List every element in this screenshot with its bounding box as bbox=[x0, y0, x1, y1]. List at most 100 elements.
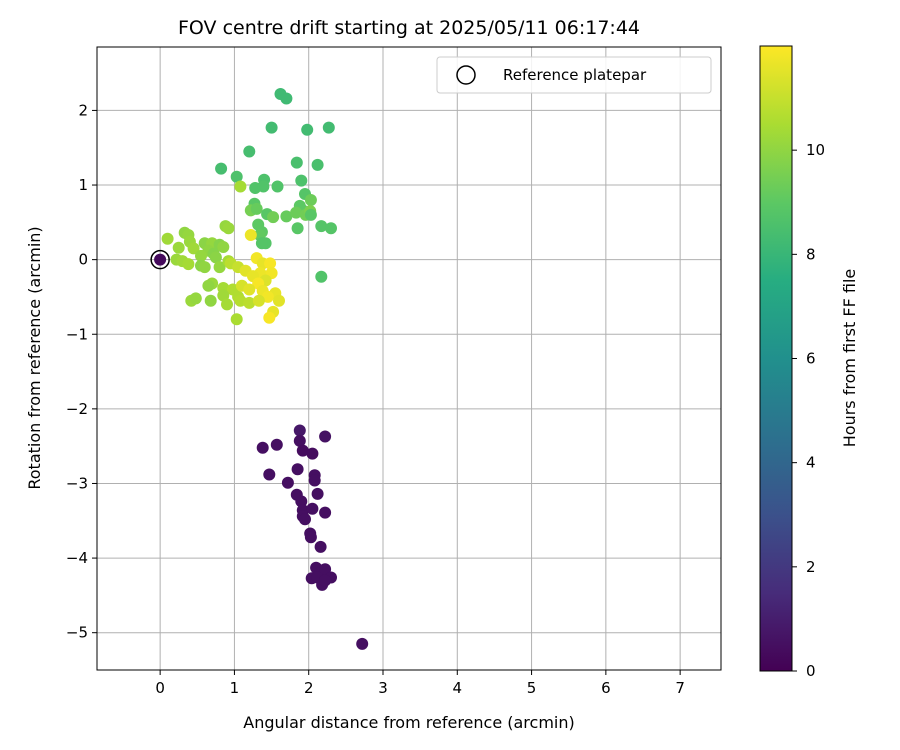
scatter-point bbox=[215, 162, 228, 175]
scatter-point bbox=[195, 249, 207, 262]
scatter-point bbox=[250, 202, 263, 215]
scatter-point bbox=[290, 206, 303, 219]
colorbar-tick-label: 6 bbox=[806, 350, 816, 368]
scatter-point bbox=[257, 180, 270, 193]
scatter-point bbox=[263, 468, 276, 481]
colorbar-gradient bbox=[759, 45, 793, 672]
scatter-point bbox=[296, 444, 309, 457]
scatter-point bbox=[172, 241, 185, 254]
scatter-points bbox=[154, 88, 369, 650]
scatter-point bbox=[299, 513, 311, 526]
y-tick-label: −5 bbox=[66, 624, 88, 642]
reference-marker bbox=[150, 249, 170, 270]
scatter-point bbox=[322, 121, 335, 134]
scatter-point bbox=[315, 270, 328, 283]
colorbar-label: Hours from first FF file bbox=[840, 269, 859, 448]
scatter-point bbox=[255, 237, 268, 250]
legend: Reference platepar bbox=[436, 56, 712, 94]
x-tick-label: 1 bbox=[230, 679, 240, 697]
plot-frame bbox=[96, 46, 722, 671]
scatter-point bbox=[291, 222, 304, 235]
scatter-point bbox=[304, 208, 317, 221]
scatter-point bbox=[217, 241, 230, 253]
scatter-point bbox=[293, 434, 306, 447]
scatter-point bbox=[319, 430, 332, 443]
x-tick-label: 2 bbox=[304, 679, 314, 697]
scatter-point bbox=[202, 279, 215, 292]
scatter-point bbox=[243, 145, 256, 158]
scatter-point bbox=[295, 495, 308, 508]
scatter-point bbox=[244, 229, 257, 241]
scatter-point bbox=[234, 180, 247, 193]
scatter-point bbox=[311, 487, 324, 500]
scatter-point bbox=[222, 222, 235, 235]
scatter-point bbox=[256, 441, 269, 454]
colorbar-ticks: 0 2 4 6 8 10 bbox=[792, 141, 825, 680]
scatter-point bbox=[306, 447, 319, 460]
scatter-point bbox=[306, 502, 319, 515]
scatter-point bbox=[319, 506, 332, 519]
colorbar-tick-label: 2 bbox=[806, 558, 816, 576]
scatter-point bbox=[304, 531, 317, 544]
scatter-point bbox=[243, 283, 256, 296]
x-tick-label: 6 bbox=[601, 679, 611, 697]
scatter-point bbox=[311, 158, 324, 171]
colorbar-tick-label: 4 bbox=[806, 454, 816, 472]
scatter-point bbox=[267, 211, 280, 224]
scatter-point bbox=[356, 637, 369, 650]
scatter-point bbox=[230, 313, 243, 326]
scatter-point bbox=[271, 180, 284, 193]
legend-box bbox=[436, 56, 712, 94]
scatter-point bbox=[198, 261, 211, 274]
colorbar: 0 2 4 6 8 10 Hours from first FF file bbox=[759, 45, 859, 680]
reference-platepar-point bbox=[150, 249, 170, 270]
axis-ticks: 0 1 2 3 4 5 6 7 −5 −4 −3 −2 −1 0 1 2 bbox=[66, 101, 685, 697]
scatter-point bbox=[213, 261, 226, 274]
legend-marker bbox=[456, 65, 476, 85]
scatter-point bbox=[290, 156, 303, 169]
scatter-point bbox=[280, 210, 293, 223]
scatter-point bbox=[221, 298, 233, 311]
x-axis-title: Angular distance from reference (arcmin) bbox=[243, 713, 574, 732]
y-tick-label: −3 bbox=[66, 474, 88, 492]
scatter-point bbox=[230, 170, 243, 183]
scatter-point bbox=[315, 220, 328, 233]
y-tick-label: 2 bbox=[78, 101, 88, 119]
scatter-point bbox=[314, 540, 327, 553]
scatter-point bbox=[281, 476, 294, 489]
scatter-point bbox=[204, 294, 217, 307]
scatter-point bbox=[189, 292, 202, 305]
scatter-point bbox=[304, 194, 317, 206]
scatter-point bbox=[270, 438, 283, 451]
scatter-point bbox=[252, 294, 265, 307]
scatter-point bbox=[295, 174, 308, 187]
legend-label: Reference platepar bbox=[503, 66, 647, 84]
y-tick-label: 1 bbox=[78, 176, 88, 194]
colorbar-tick-label: 10 bbox=[806, 141, 825, 159]
colorbar-tick-label: 0 bbox=[806, 662, 816, 680]
scatter-point bbox=[182, 258, 195, 271]
scatter-point bbox=[243, 296, 256, 309]
scatter-point bbox=[293, 424, 306, 437]
scatter-point bbox=[187, 242, 200, 255]
scatter-point bbox=[291, 463, 304, 476]
scatter-point bbox=[325, 222, 337, 235]
x-tick-label: 5 bbox=[527, 679, 537, 697]
scatter-point bbox=[273, 294, 285, 307]
x-tick-label: 4 bbox=[453, 679, 463, 697]
x-tick-label: 0 bbox=[155, 679, 165, 697]
colorbar-tick-label: 8 bbox=[806, 245, 816, 263]
scatter-point bbox=[301, 123, 314, 136]
scatter-point bbox=[319, 574, 332, 587]
scatter-point bbox=[280, 92, 293, 105]
y-tick-label: −1 bbox=[66, 325, 88, 343]
scatter-point bbox=[161, 232, 174, 245]
chart-title: FOV centre drift starting at 2025/05/11 … bbox=[178, 17, 640, 39]
x-tick-label: 7 bbox=[675, 679, 685, 697]
scatter-point bbox=[263, 311, 276, 324]
scatter-point bbox=[264, 257, 277, 270]
scatter-point bbox=[261, 290, 274, 303]
scatter-point bbox=[209, 251, 222, 264]
y-axis-title: Rotation from reference (arcmin) bbox=[25, 226, 44, 489]
